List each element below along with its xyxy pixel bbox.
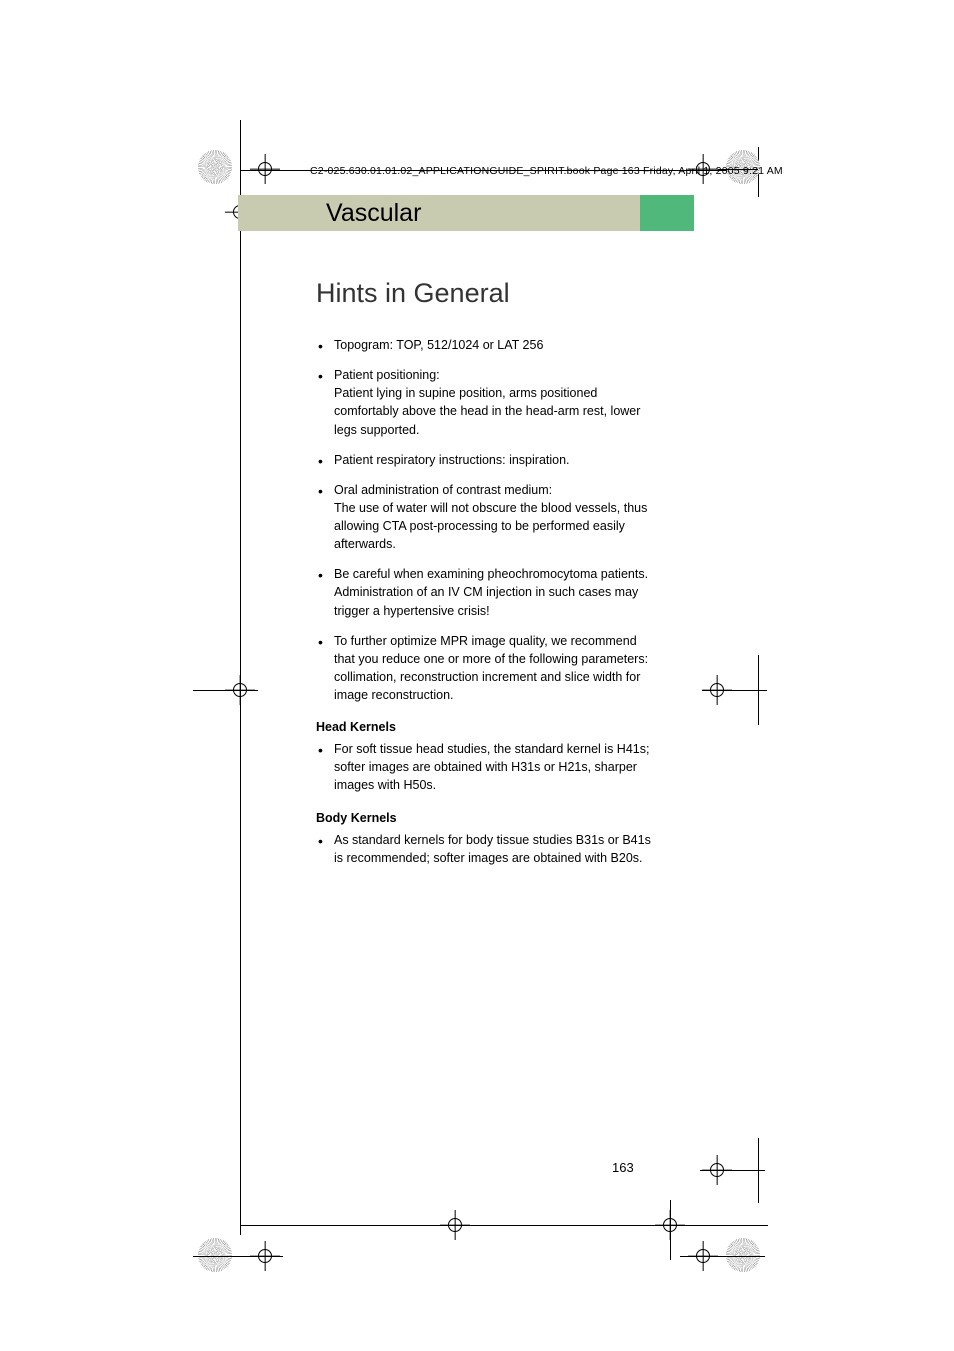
list-item: Patient respiratory instructions: inspir… (316, 451, 656, 469)
crosshair-icon (702, 675, 732, 705)
body-content: Topogram: TOP, 512/1024 or LAT 256 Patie… (316, 330, 656, 879)
registration-burst-icon (198, 1238, 232, 1272)
section-band: Vascular (238, 195, 640, 231)
section-tab (640, 195, 694, 231)
header-path-text: C2-025.630.01.01.02_APPLICATIONGUIDE_SPI… (310, 165, 783, 177)
crop-line (758, 1138, 759, 1203)
list-item: To further optimize MPR image quality, w… (316, 632, 656, 705)
main-bullet-list: Topogram: TOP, 512/1024 or LAT 256 Patie… (316, 336, 656, 704)
crop-line (240, 1225, 670, 1226)
section-title: Vascular (326, 199, 421, 228)
crop-line (680, 1256, 765, 1257)
subheading: Head Kernels (316, 720, 656, 734)
list-item: Be careful when examining pheochromocyto… (316, 565, 656, 619)
list-item: For soft tissue head studies, the standa… (316, 740, 656, 794)
list-item: Topogram: TOP, 512/1024 or LAT 256 (316, 336, 656, 354)
registration-burst-icon (726, 1238, 760, 1272)
list-item: Oral administration of contrast medium:T… (316, 481, 656, 554)
registration-burst-icon (198, 150, 232, 184)
page-number: 163 (612, 1160, 634, 1175)
list-item: As standard kernels for body tissue stud… (316, 831, 656, 867)
crop-line (648, 1225, 768, 1226)
subheading: Body Kernels (316, 811, 656, 825)
list-item: Patient positioning:Patient lying in sup… (316, 366, 656, 439)
sub-bullet-list: As standard kernels for body tissue stud… (316, 831, 656, 867)
sub-bullet-list: For soft tissue head studies, the standa… (316, 740, 656, 794)
crosshair-icon (225, 675, 255, 705)
crop-line (193, 1256, 283, 1257)
crop-line (758, 655, 759, 725)
crosshair-icon (250, 154, 280, 184)
page-title: Hints in General (316, 278, 510, 309)
crop-line (700, 1170, 765, 1171)
